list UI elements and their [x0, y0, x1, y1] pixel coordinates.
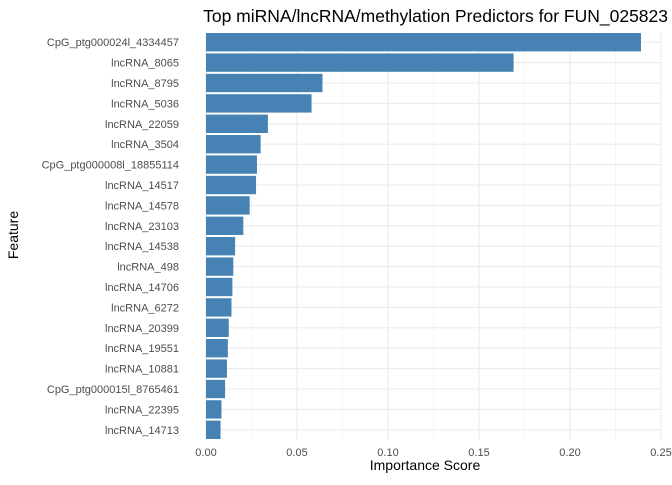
y-tick-label: lncRNA_23103: [105, 221, 179, 233]
bar: [206, 155, 257, 174]
x-tick-label: 0.10: [377, 447, 398, 459]
bar: [206, 216, 244, 235]
bar: [206, 420, 221, 439]
y-tick-label: lncRNA_14517: [105, 180, 179, 192]
bars: [206, 33, 641, 439]
y-tick-label: lncRNA_10881: [105, 364, 179, 376]
x-tick-label: 0.20: [559, 447, 580, 459]
grid-lines: [205, 32, 662, 440]
y-tick-label: lncRNA_22059: [105, 119, 179, 131]
bar: [206, 237, 236, 256]
bar: [206, 33, 641, 52]
y-tick-label: lncRNA_8795: [111, 78, 179, 90]
x-tick-label: 0.05: [286, 447, 307, 459]
y-tick-label: lncRNA_14578: [105, 200, 179, 212]
bar: [206, 277, 233, 297]
bar: [206, 175, 257, 195]
y-tick-label: CpG_ptg000015l_8765461: [47, 384, 179, 396]
y-tick-label: CpG_ptg000008l_18855114: [42, 160, 179, 172]
bar: [206, 318, 229, 337]
y-tick-label: lncRNA_8065: [111, 58, 179, 70]
bar: [206, 400, 222, 419]
bar: [206, 359, 227, 378]
y-tick-label: lncRNA_20399: [105, 323, 179, 335]
y-tick-label: lncRNA_6272: [111, 302, 179, 314]
bar: [206, 114, 268, 133]
x-tick-labels: 0.00 0.05 0.10 0.15 0.20 0.25: [195, 447, 671, 459]
y-tick-label: lncRNA_3504: [111, 139, 179, 151]
y-tick-label: lncRNA_5036: [111, 98, 179, 110]
bar: [206, 196, 250, 215]
x-tick-label: 0.25: [650, 447, 671, 459]
y-tick-label: lncRNA_14713: [105, 425, 179, 437]
bar: [206, 94, 312, 113]
y-tick-label: lncRNA_498: [117, 262, 179, 274]
y-tick-label: lncRNA_14706: [105, 282, 179, 294]
y-tick-label: CpG_ptg000024l_4334457: [47, 37, 179, 49]
y-axis-label: Feature: [5, 211, 21, 259]
x-tick-label: 0.00: [195, 447, 216, 459]
chart-title: Top miRNA/lncRNA/methylation Predictors …: [203, 6, 668, 27]
bar: [206, 73, 323, 93]
bar: [206, 257, 234, 276]
bar: [206, 135, 261, 154]
y-tick-label: lncRNA_22395: [105, 404, 179, 416]
bar: [206, 339, 228, 358]
bar: [206, 379, 226, 399]
x-axis-label: Importance Score: [370, 457, 481, 473]
x-tick-label: 0.15: [468, 447, 489, 459]
y-tick-label: lncRNA_19551: [105, 343, 179, 355]
y-tick-labels: CpG_ptg000024l_4334457 lncRNA_8065 lncRNA_…: [42, 37, 179, 437]
bar: [206, 298, 232, 317]
y-tick-label: lncRNA_14538: [105, 241, 179, 253]
bar: [206, 53, 514, 72]
